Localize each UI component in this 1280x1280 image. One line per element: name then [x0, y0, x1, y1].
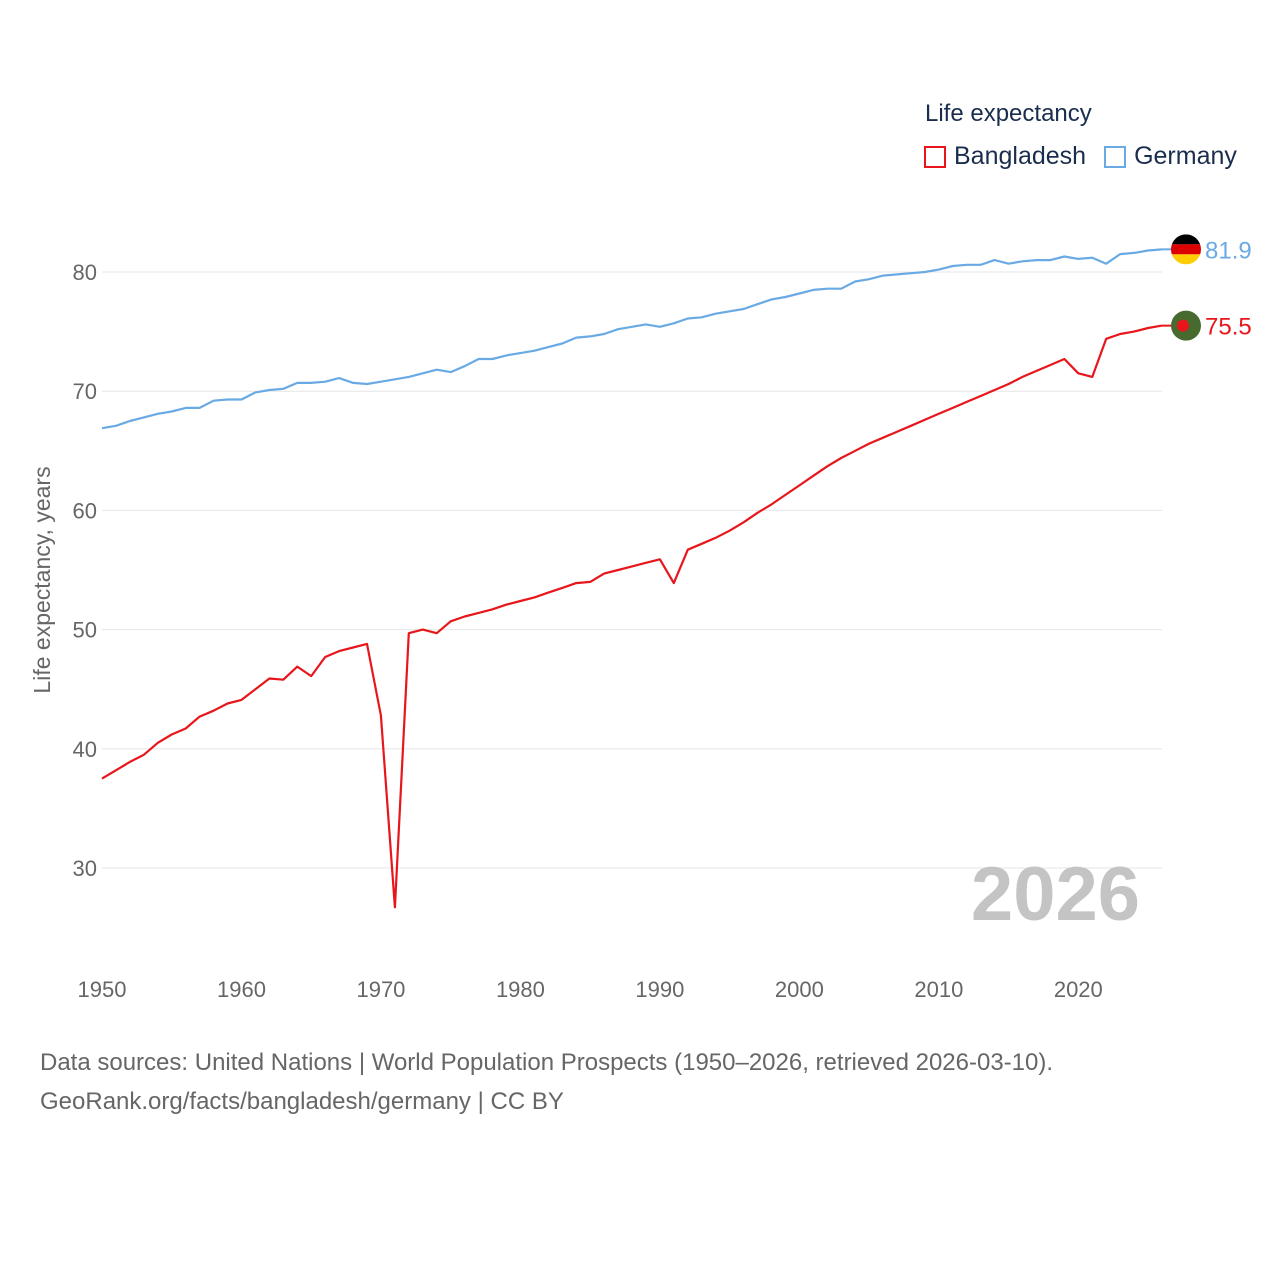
legend-swatch-bangladesh: [924, 145, 946, 168]
legend-label-germany: Germany: [1134, 142, 1237, 170]
x-tick-label-1970: 1970: [356, 977, 405, 1002]
x-tick-label-1950: 1950: [78, 977, 127, 1002]
attribution-line: GeoRank.org/facts/bangladesh/germany | C…: [40, 1088, 564, 1115]
x-tick-label-2020: 2020: [1054, 977, 1103, 1002]
x-tick-label-1990: 1990: [635, 977, 684, 1002]
bangladesh-flag-icon: [1171, 310, 1201, 341]
series-line-germany: [101, 248, 1163, 430]
grid-lines: [102, 271, 1162, 869]
series-line-bangladesh: [101, 324, 1163, 909]
y-axis-ticks: 30 40 50 60 70 80: [73, 260, 97, 881]
y-tick-label-30: 30: [73, 856, 97, 881]
x-tick-label-2000: 2000: [775, 977, 824, 1002]
series-end-markers: 75.5 81.9: [1162, 234, 1252, 341]
data-source-line: Data sources: United Nations | World Pop…: [40, 1049, 1054, 1076]
y-tick-label-50: 50: [73, 618, 97, 643]
legend-swatch-germany: [1104, 145, 1127, 168]
y-tick-label-80: 80: [73, 260, 97, 285]
series-lines: [101, 248, 1163, 909]
end-value-germany: 81.9: [1205, 237, 1252, 264]
y-tick-label-60: 60: [73, 498, 97, 523]
legend: Bangladesh Germany: [924, 142, 1255, 171]
y-tick-label-70: 70: [73, 379, 97, 404]
legend-title: Life expectancy: [925, 100, 1092, 127]
germany-flag-icon: [1171, 234, 1201, 265]
x-tick-label-1960: 1960: [217, 977, 266, 1002]
legend-item-germany[interactable]: Germany: [1104, 142, 1237, 171]
end-value-bangladesh: 75.5: [1205, 314, 1252, 341]
y-tick-label-40: 40: [73, 737, 97, 762]
legend-item-bangladesh[interactable]: Bangladesh: [924, 142, 1086, 171]
y-axis-label: Life expectancy, years: [29, 466, 55, 693]
x-tick-label-1980: 1980: [496, 977, 545, 1002]
x-tick-label-2010: 2010: [914, 977, 963, 1002]
legend-label-bangladesh: Bangladesh: [954, 142, 1087, 170]
footer: Data sources: United Nations | World Pop…: [40, 1043, 1053, 1121]
x-axis-ticks: 1950 1960 1970 1980 1990 2000 2010 2020: [78, 977, 1103, 1002]
year-stamp: 2026: [971, 852, 1140, 937]
